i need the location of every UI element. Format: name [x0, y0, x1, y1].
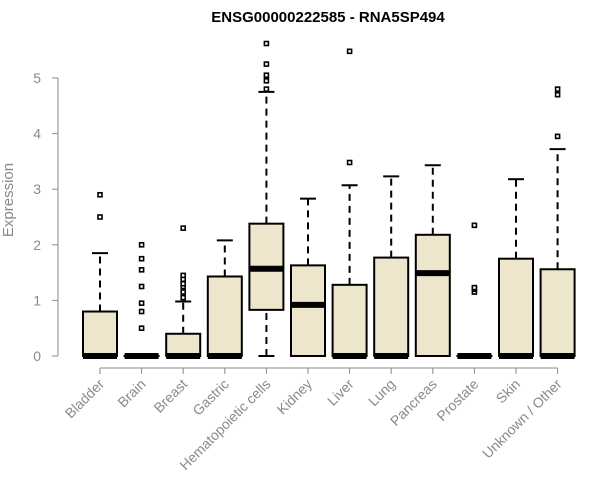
outlier-point [180, 225, 186, 231]
x-tick-label: Lung [365, 376, 398, 409]
y-axis-label: Expression [0, 163, 17, 237]
y-tick-label: 1 [33, 292, 41, 308]
box-10 [456, 222, 493, 359]
box-body [290, 264, 326, 358]
box-7 [331, 48, 368, 359]
outlier-point [263, 72, 270, 79]
outlier-point [471, 284, 478, 291]
outlier-point [263, 61, 270, 67]
outlier-point [138, 283, 145, 290]
box-body [165, 332, 202, 358]
outlier-point [138, 242, 145, 248]
box-9 [414, 164, 451, 358]
outlier-point [346, 159, 353, 166]
outlier-point [138, 308, 145, 315]
box-body [373, 256, 410, 358]
box-5 [248, 40, 285, 357]
chart-title: ENSG00000222585 - RNA5SP494 [211, 9, 445, 26]
box-8 [373, 175, 410, 359]
outlier-point [97, 191, 103, 198]
y-axis: 0 1 2 3 4 5 [33, 70, 59, 364]
outlier-point [263, 86, 270, 92]
box-body [206, 275, 243, 358]
outlier-point [263, 40, 270, 47]
boxes-group [82, 40, 576, 359]
outlier-point [138, 325, 145, 332]
box-body [82, 310, 118, 357]
box-1 [82, 191, 118, 359]
box-body [498, 257, 534, 358]
x-tick-label: Brain [114, 376, 148, 410]
x-tick-label: Unknown / Other [479, 376, 565, 462]
box-2 [123, 242, 160, 359]
y-tick-label: 4 [33, 126, 41, 142]
outlier-point [346, 48, 353, 55]
x-tick-label: Kidney [274, 376, 316, 418]
box-body [414, 233, 451, 358]
box-4 [206, 239, 243, 359]
x-tick-label: Breast [150, 376, 190, 416]
outlier-point [138, 267, 145, 273]
outlier-point [554, 91, 561, 98]
y-tick-label: 2 [33, 237, 41, 253]
outlier-point [471, 222, 478, 229]
outlier-point [97, 214, 103, 220]
x-tick-label: Skin [493, 376, 524, 407]
box-3 [165, 225, 202, 359]
box-body [331, 283, 368, 357]
outlier-point [180, 272, 186, 279]
outlier-point [180, 289, 186, 295]
y-tick-label: 0 [33, 348, 41, 364]
outlier-point [180, 280, 186, 287]
box-12 [539, 86, 576, 359]
outlier-point [138, 255, 145, 262]
box-body [539, 268, 576, 358]
outlier-point [554, 86, 561, 92]
x-tick-label: Bladder [62, 376, 108, 422]
y-tick-label: 3 [33, 181, 41, 197]
box-11 [498, 178, 534, 359]
y-tick-label: 5 [33, 70, 41, 86]
outlier-point [263, 77, 270, 84]
box-6 [290, 197, 326, 358]
outlier-point [138, 300, 145, 306]
x-tick-label: Liver [324, 376, 357, 409]
outlier-point [180, 294, 186, 301]
outlier-point [554, 133, 561, 140]
x-tick-label: Prostate [433, 376, 481, 424]
